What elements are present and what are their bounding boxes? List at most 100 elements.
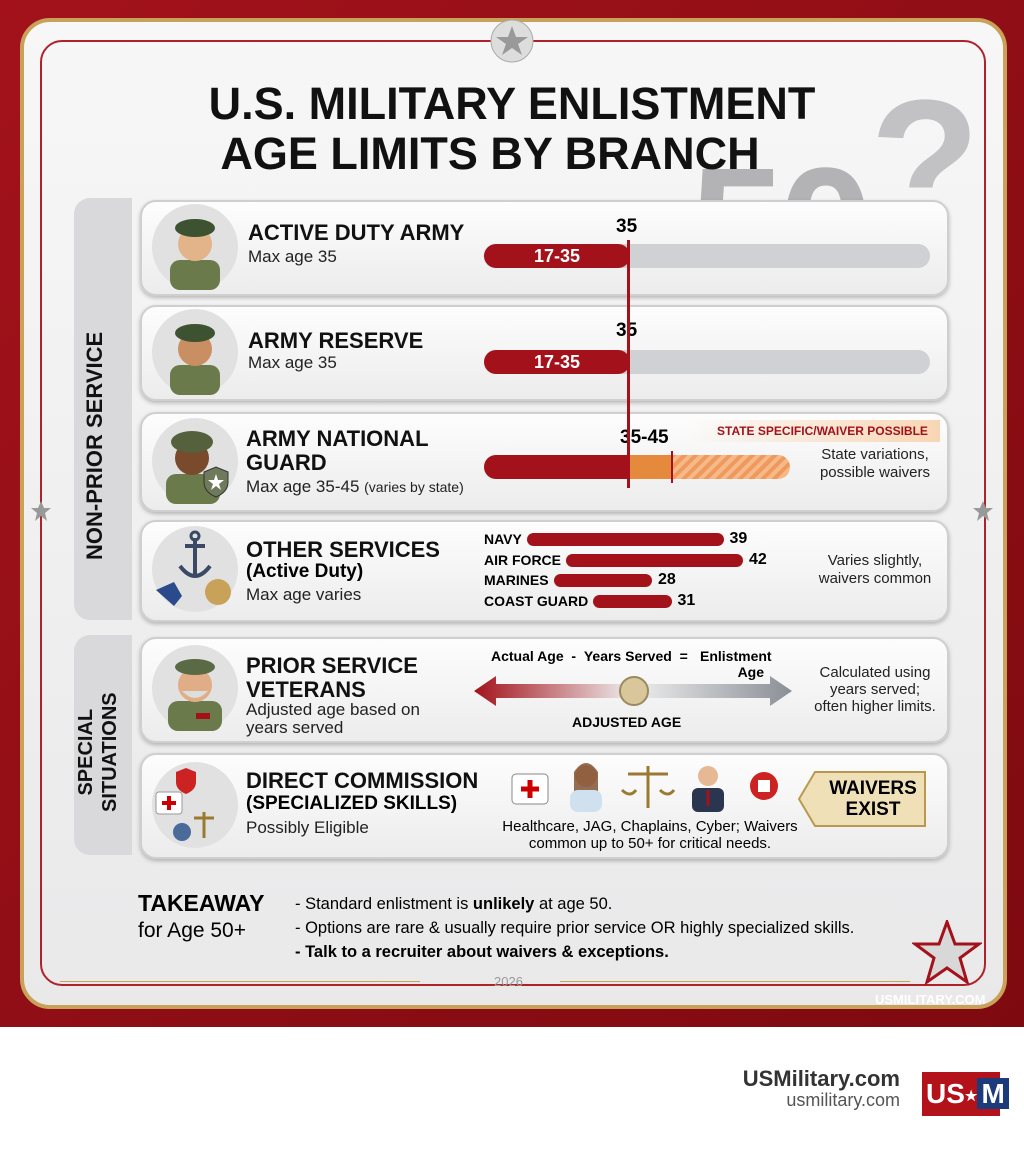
formula-result: Enlistment Age: [700, 648, 772, 680]
footer-star: [912, 920, 982, 986]
row-title: (SPECIALIZED SKILLS): [246, 793, 458, 814]
row-title: PRIOR SERVICE: [246, 653, 418, 678]
title-line: AGE LIMITS BY BRANCH: [220, 128, 760, 179]
range-marker: 35-45: [620, 427, 669, 448]
badge-line: EXIST: [845, 799, 901, 820]
takeaway-bullet: - Options are rare & usually require pri…: [295, 919, 855, 937]
branch-value: 39: [729, 530, 748, 547]
range-bar: 17-35: [484, 350, 630, 374]
soldier-avatar: [152, 309, 238, 395]
caption-line: common up to 50+ for critical needs.: [528, 835, 772, 852]
range-bar: 17-35: [484, 244, 630, 268]
side-note-line: often higher limits.: [814, 698, 936, 715]
waiver-tag: STATE SPECIFIC/WAIVER POSSIBLE: [717, 424, 928, 438]
branch-name: COAST GUARD: [484, 592, 589, 609]
tag-background: [690, 420, 940, 442]
formula-line: Enlistment: [700, 648, 772, 664]
row-subtitle: Adjusted age based on: [246, 700, 420, 719]
row-title: DIRECT COMMISSION: [246, 768, 479, 793]
side-note-line: possible waivers: [819, 464, 931, 481]
bullet-text: - Standard enlistment is: [295, 895, 473, 913]
range-bar: [484, 455, 672, 479]
formula-op: -: [571, 648, 577, 664]
side-label-line: SITUATIONS: [99, 692, 121, 812]
range-marker: 35: [616, 216, 638, 237]
takeaway-subtitle: for Age 50+: [138, 919, 247, 942]
site-title: USMilitary.com: [742, 1066, 900, 1091]
logo-text: M: [977, 1078, 1009, 1109]
side-note-line: State variations,: [821, 446, 929, 463]
skills-icons: [152, 762, 238, 848]
logo: US★ M: [922, 1072, 1009, 1116]
bullet-text: at age 50.: [534, 895, 613, 913]
row-subtitle: Max age varies: [246, 585, 362, 604]
caption: Healthcare, JAG, Chaplains, Cyber; Waive…: [500, 818, 800, 852]
footer-brand: USMILITARY.COM: [875, 992, 986, 1007]
star-icon: [490, 19, 534, 63]
title-line: U.S. MILITARY ENLISTMENT: [208, 78, 816, 129]
caption-line: Healthcare, JAG, Chaplains, Cyber; Waive…: [502, 818, 798, 835]
side-label: NON-PRIOR SERVICE: [82, 331, 107, 560]
range-marker-line: [671, 451, 673, 483]
side-panel: [74, 198, 132, 620]
star-icon: [31, 501, 51, 521]
row-subtitle: Max age 35-45 (varies by state): [246, 477, 464, 497]
range-marker: 35: [616, 320, 637, 342]
divider: [60, 981, 420, 982]
side-label: SPECIAL SITUATIONS: [74, 692, 122, 812]
adjusted-age-slider: [474, 676, 792, 706]
max-age-line: [627, 240, 630, 488]
row-title: ACTIVE DUTY ARMY: [248, 220, 465, 245]
formula-term: Years Served: [583, 648, 672, 664]
branch-name: AIR FORCE: [484, 551, 561, 568]
formula-line: Age: [737, 664, 765, 680]
branch-bar: [593, 594, 672, 608]
veteran-avatar: [152, 645, 238, 731]
side-note: Calculated using years served; often highe…: [795, 664, 955, 715]
branch-bar: [566, 553, 743, 567]
side-label-line: SPECIAL: [75, 708, 97, 796]
row-subtitle: Max age 35: [248, 353, 337, 372]
side-panel: [74, 635, 132, 855]
year: 2026: [494, 974, 523, 989]
branch-value: 31: [677, 591, 696, 609]
side-note: Varies slightly, waivers common: [800, 552, 950, 588]
row-subtitle: years served: [246, 718, 344, 737]
takeaway-bullet: - Talk to a recruiter about waivers & ex…: [295, 943, 669, 961]
takeaway-list: - Standard enlistment is unlikely at age…: [295, 892, 854, 964]
soldier-avatar: [152, 204, 238, 290]
formula: Actual Age - Years Served =: [491, 648, 688, 664]
side-note-line: years served;: [829, 681, 921, 698]
subtitle-note: (varies by state): [364, 479, 464, 495]
row-title: ARMY RESERVE: [248, 328, 424, 353]
formula-term: Actual Age: [491, 648, 564, 664]
formula-op: =: [679, 648, 688, 664]
branch-bar: [554, 574, 652, 587]
profession-icons: [511, 763, 778, 812]
row-subtitle: Max age 35: [248, 247, 337, 266]
site-url: usmilitary.com: [786, 1090, 900, 1110]
row-subtitle: Possibly Eligible: [246, 818, 369, 837]
badge-shape: [797, 771, 926, 827]
row-title: VETERANS: [246, 677, 366, 702]
branch-icons: [152, 526, 238, 612]
branch-name: MARINES: [484, 572, 549, 588]
soldier-avatar: [152, 418, 238, 504]
row-title: (Active Duty): [246, 561, 364, 582]
branch-bar: [527, 533, 724, 546]
slider-label: ADJUSTED AGE: [572, 714, 682, 730]
takeaway-title: TAKEAWAY: [138, 890, 265, 916]
branch-name: NAVY: [484, 531, 522, 547]
divider: [560, 981, 910, 982]
waiver-badge: WAIVERS EXIST: [818, 778, 928, 820]
subtitle-text: Max age 35-45: [246, 477, 360, 496]
logo-text: US: [926, 1078, 965, 1109]
row-title: ARMY NATIONAL: [246, 426, 429, 451]
side-note-line: Varies slightly,: [827, 552, 923, 569]
bullet-bold: unlikely: [472, 895, 535, 913]
star-icon: [973, 501, 993, 521]
takeaway-bullet: - Standard enlistment is unlikely at age…: [295, 892, 854, 916]
side-note-line: waivers common: [818, 570, 932, 587]
side-note: State variations, possible waivers: [800, 446, 950, 482]
